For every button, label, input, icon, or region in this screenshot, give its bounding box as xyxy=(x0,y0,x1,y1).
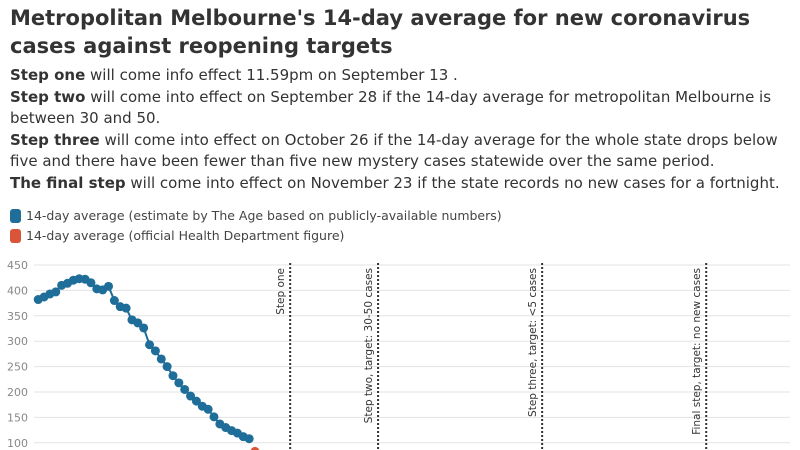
point xyxy=(86,278,96,288)
note-bold: Step two xyxy=(10,87,86,106)
note-bold: The final step xyxy=(10,173,126,192)
note: The final step will come into effect on … xyxy=(10,173,795,195)
note-bold: Step three xyxy=(10,130,100,149)
point xyxy=(139,323,149,333)
point xyxy=(156,354,166,364)
y-tick-label: 100 xyxy=(7,437,28,450)
legend-label: 14-day average (estimate by The Age base… xyxy=(26,208,502,223)
point xyxy=(168,371,178,381)
y-tick-label: 400 xyxy=(7,284,28,297)
point xyxy=(104,281,114,291)
point xyxy=(209,412,219,422)
y-tick-label: 200 xyxy=(7,386,28,399)
point xyxy=(145,340,155,350)
note-text: will come info effect 11.59pm on Septemb… xyxy=(85,66,458,84)
point xyxy=(133,318,143,328)
point xyxy=(250,446,260,450)
y-tick-label: 250 xyxy=(7,361,28,374)
point xyxy=(244,434,254,444)
y-tick-label: 350 xyxy=(7,310,28,323)
legend-item: 14-day average (official Health Departme… xyxy=(10,226,502,246)
legend-item: 14-day average (estimate by The Age base… xyxy=(10,206,502,226)
point xyxy=(174,378,184,388)
point xyxy=(186,391,196,401)
legend: 14-day average (estimate by The Age base… xyxy=(10,206,502,246)
point xyxy=(121,303,131,313)
chart-title: Metropolitan Melbourne's 14-day average … xyxy=(10,6,751,58)
point xyxy=(51,287,61,297)
y-tick-label: 150 xyxy=(7,411,28,424)
note-text: will come into effect on November 23 if … xyxy=(125,173,780,192)
point xyxy=(203,404,213,414)
point xyxy=(162,362,172,372)
chart: 100 150 200 250 300 350 400 450 Step one Step two… xyxy=(7,259,790,450)
y-tick-label: 450 xyxy=(7,259,28,272)
point xyxy=(191,396,201,406)
note-text: will come into effect on September 28 if… xyxy=(10,87,772,128)
notes: Step one will come info effect 11.59pm o… xyxy=(10,65,795,194)
note: Step two will come into effect on Septem… xyxy=(10,87,795,130)
note: Step three will come into effect on Octo… xyxy=(10,130,795,173)
y-tick-label: 300 xyxy=(7,335,28,348)
annotation-label: Final step, target: no new cases xyxy=(691,268,703,435)
legend-label: 14-day average (official Health Departme… xyxy=(26,228,345,243)
point xyxy=(180,384,190,394)
point xyxy=(109,296,119,306)
legend-swatch xyxy=(10,209,21,223)
legend-swatch xyxy=(10,229,21,243)
annotation-label: Step one xyxy=(275,268,287,315)
note-bold: Step one xyxy=(10,66,86,84)
note: Step one will come info effect 11.59pm o… xyxy=(10,65,795,87)
annotation-label: Step two, target: 30-50 cases xyxy=(363,268,375,423)
note-text: will come into effect on October 26 if t… xyxy=(10,130,778,171)
point xyxy=(150,346,160,356)
annotation-label: Step three, target: <5 cases xyxy=(527,268,539,417)
